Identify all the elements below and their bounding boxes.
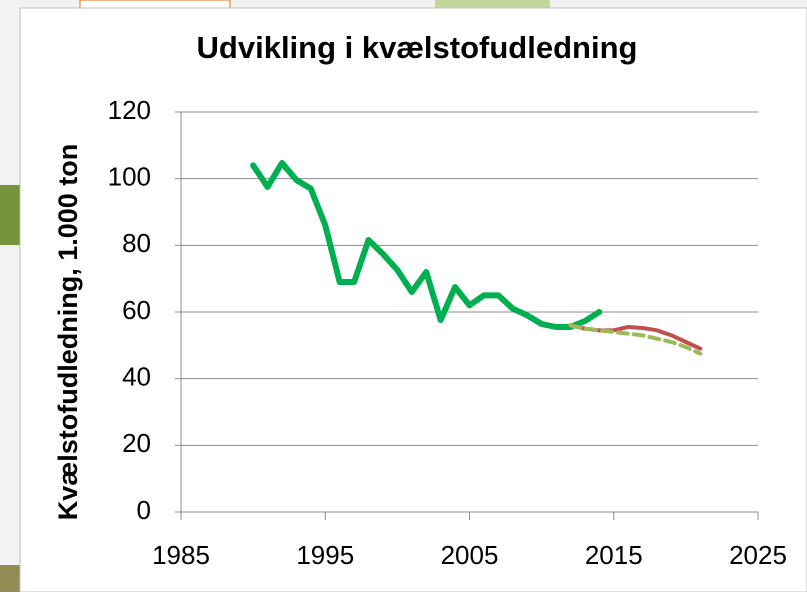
x-tick-label: 2025 bbox=[729, 540, 787, 570]
y-tick-label: 20 bbox=[122, 428, 151, 458]
x-tick-label: 2005 bbox=[441, 540, 499, 570]
y-tick-label: 60 bbox=[122, 295, 151, 325]
bg-box bbox=[435, 0, 550, 8]
x-tick-label: 1985 bbox=[152, 540, 210, 570]
chart-panel bbox=[19, 7, 807, 593]
chart-title: Udvikling i kvælstofudledning bbox=[197, 30, 638, 65]
x-tick-label: 1995 bbox=[296, 540, 354, 570]
series-line bbox=[250, 160, 603, 330]
y-axis-label: Kvælstofudledning, 1.000 ton bbox=[53, 144, 83, 521]
y-tick-label: 40 bbox=[122, 362, 151, 392]
y-tick-label: 120 bbox=[108, 95, 151, 125]
y-tick-label: 80 bbox=[122, 228, 151, 258]
bg-box bbox=[0, 565, 20, 592]
series-line bbox=[568, 323, 703, 356]
bg-box bbox=[79, 0, 231, 9]
y-tick-label: 100 bbox=[108, 162, 151, 192]
x-tick-label: 2015 bbox=[585, 540, 643, 570]
y-tick-label: 0 bbox=[137, 495, 151, 525]
